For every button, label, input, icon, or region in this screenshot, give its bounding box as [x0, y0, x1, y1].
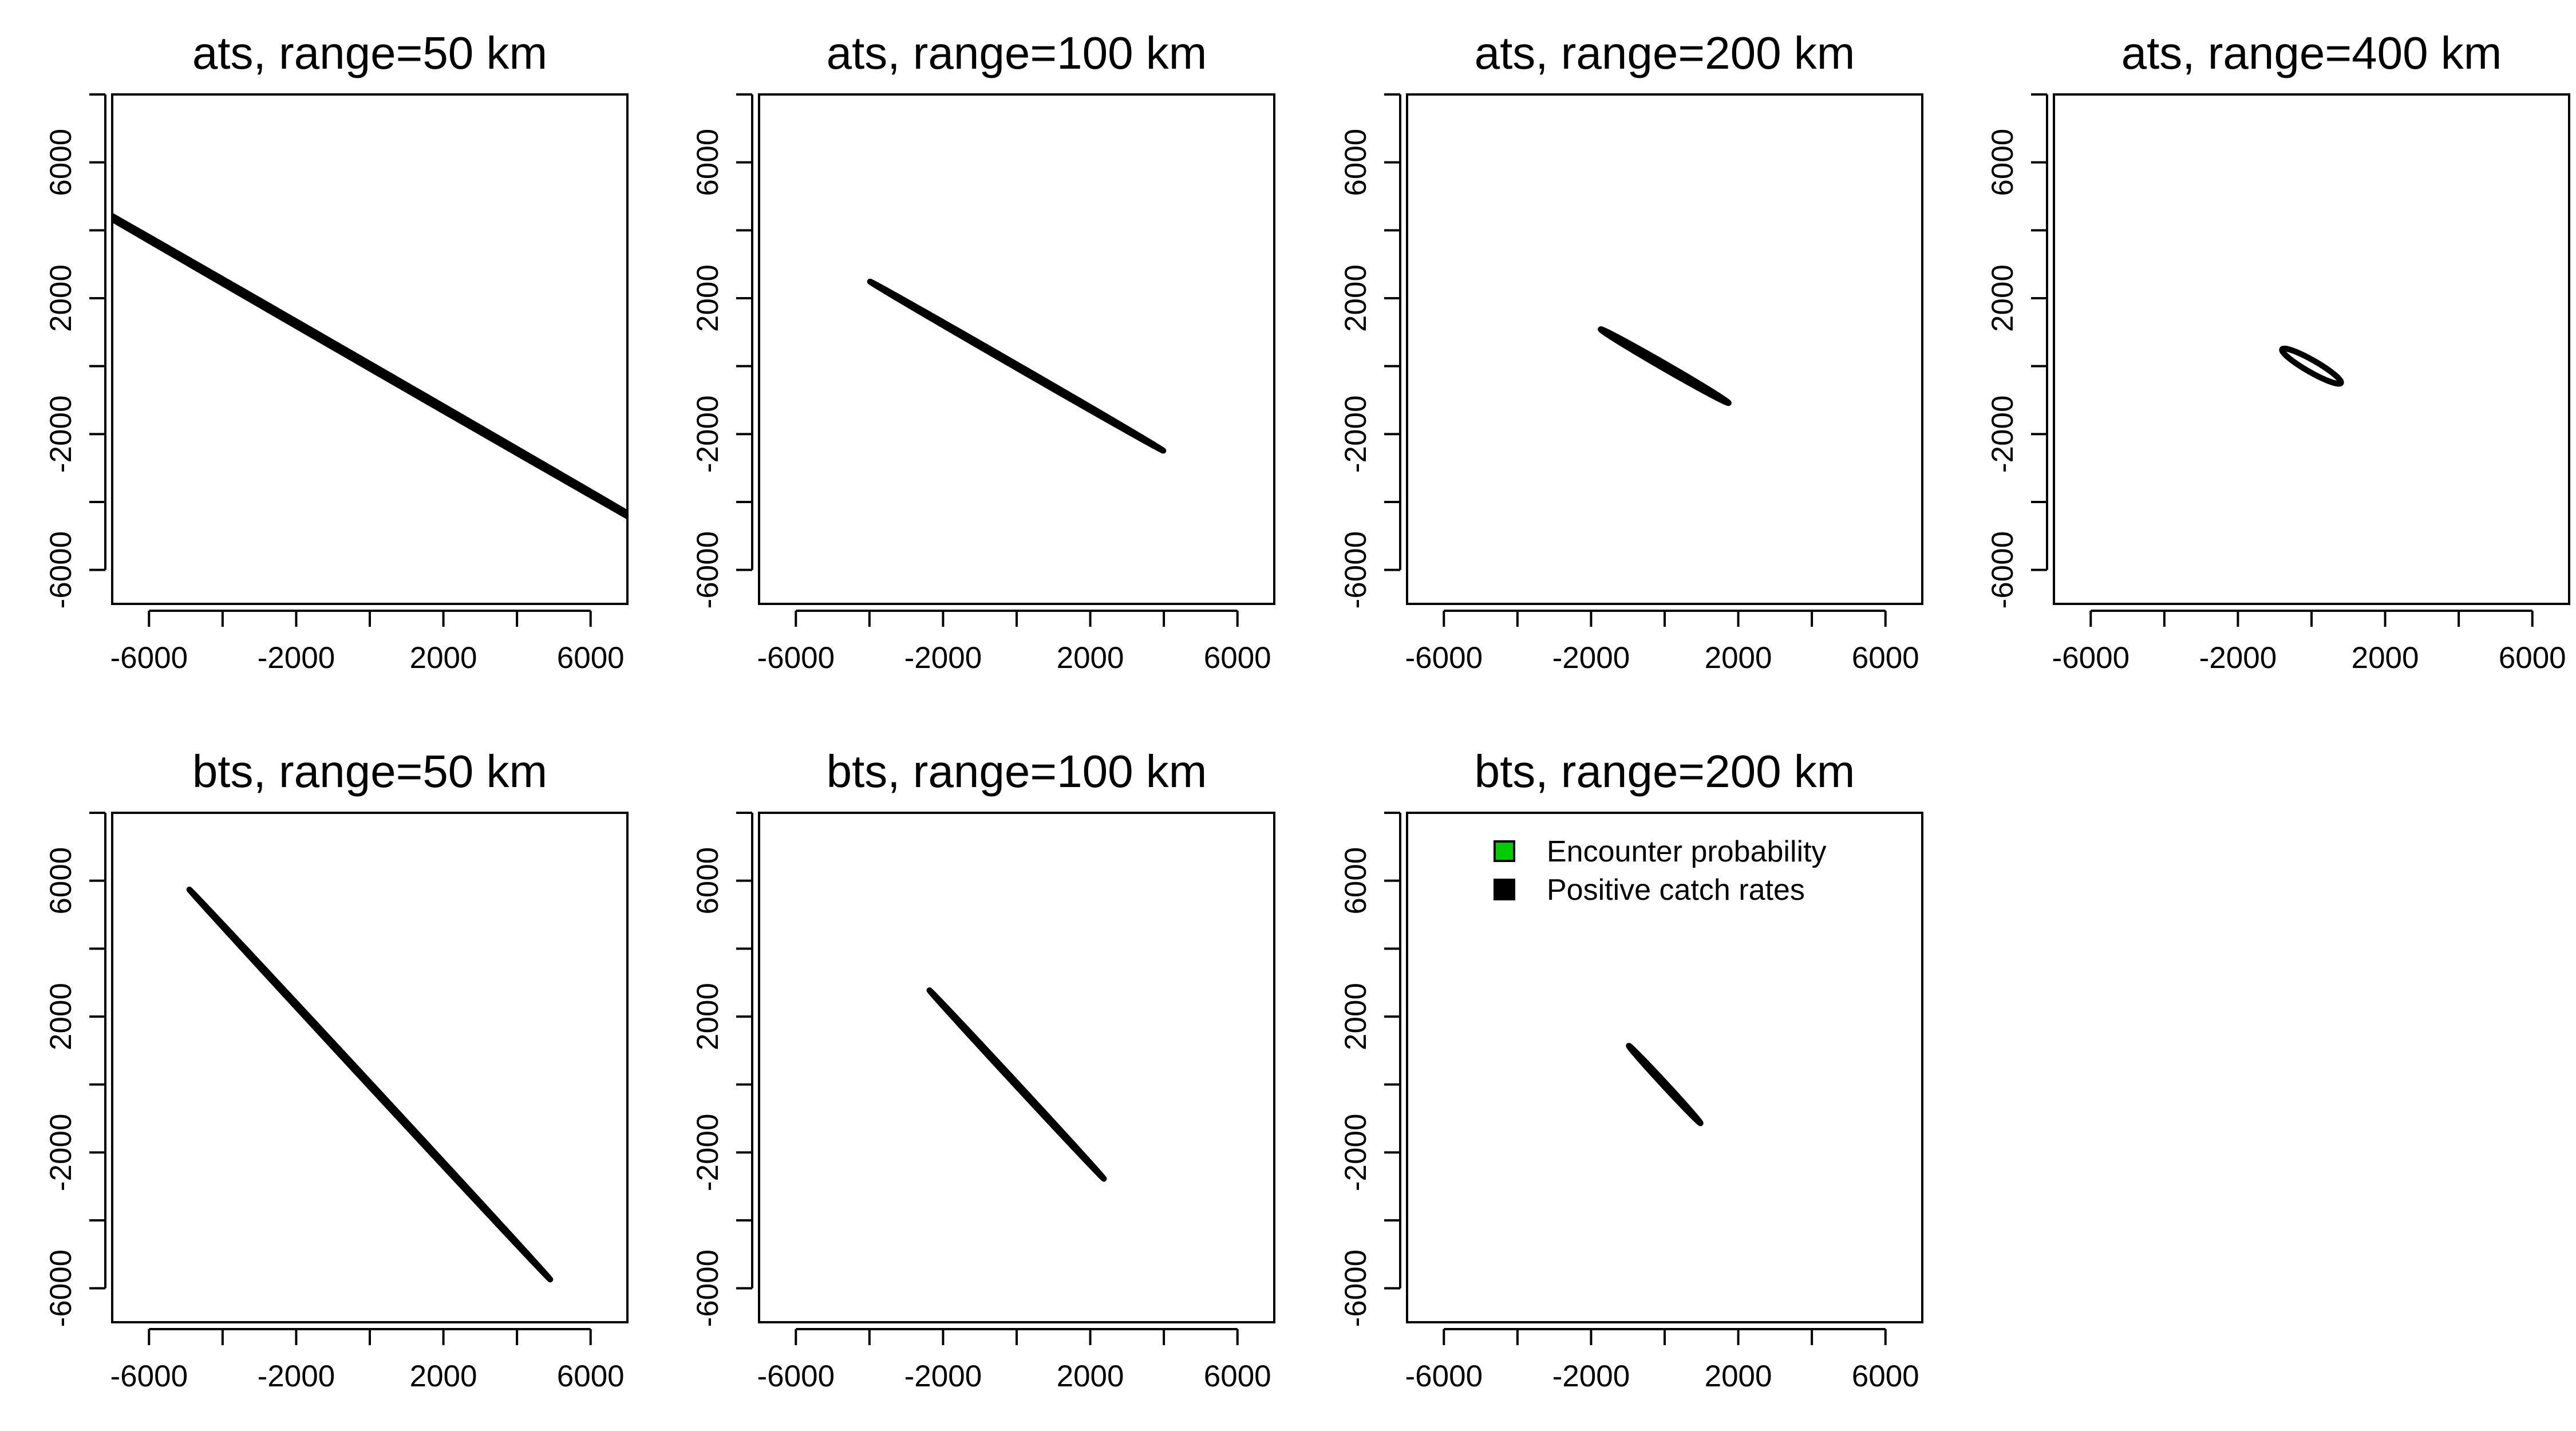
plot-area	[867, 278, 1167, 454]
x-tick-label: -6000	[757, 641, 835, 675]
positive-catch-rates-ellipse	[112, 212, 627, 520]
positive-catch-rates-ellipse	[926, 987, 1107, 1182]
chart-panel: bts, range=200 km -6000 -2000 2000 6000 -6000…	[1339, 746, 1923, 1393]
positive-catch-rates-ellipse	[1598, 326, 1732, 406]
panel-title: bts, range=50 km	[192, 746, 547, 797]
plot-frame	[111, 93, 629, 605]
encounter-probability-ellipse	[2279, 345, 2344, 387]
plot-area	[2279, 345, 2344, 387]
panel-title: ats, range=200 km	[1475, 27, 1855, 78]
chart-panel: ats, range=50 km -6000 -2000 2000 6000 -6000 -…	[44, 27, 629, 675]
y-tick-label: -2000	[691, 396, 725, 473]
plot-frame	[111, 812, 629, 1323]
x-tick-label: 2000	[1057, 1359, 1124, 1393]
x-tick-label: 2000	[1057, 641, 1124, 675]
chart-panel: bts, range=100 km -6000 -2000 2000 6000 -6000…	[691, 746, 1275, 1393]
x-tick-label: -2000	[2199, 641, 2277, 675]
x-tick-label: 6000	[1204, 1359, 1271, 1393]
plot-area	[1598, 326, 1732, 406]
y-tick-label: -6000	[691, 1250, 725, 1327]
y-tick-label: 2000	[44, 264, 78, 332]
legend-swatch	[1494, 840, 1515, 862]
panel-title: ats, range=50 km	[192, 27, 547, 78]
x-tick-label: -6000	[110, 641, 188, 675]
y-tick-label: 6000	[1339, 129, 1373, 196]
x-tick-label: 2000	[410, 641, 477, 675]
y-tick-label: 2000	[1339, 264, 1373, 332]
x-tick-label: -6000	[2052, 641, 2130, 675]
x-tick-label: 2000	[410, 1359, 477, 1393]
y-tick-label: -6000	[1339, 1250, 1373, 1327]
y-tick-label: -2000	[1986, 396, 2020, 473]
x-tick-label: 6000	[557, 1359, 625, 1393]
x-tick-label: -6000	[1405, 641, 1483, 675]
chart-panel: ats, range=400 km -6000 -2000 2000 6000 -6000…	[1986, 27, 2570, 675]
x-tick-label: 6000	[1204, 641, 1271, 675]
y-tick-label: -6000	[1339, 531, 1373, 609]
y-tick-label: 6000	[44, 129, 78, 196]
x-tick-label: 2000	[1705, 1359, 1772, 1393]
plot-frame	[758, 93, 1275, 605]
chart-panel: bts, range=50 km -6000 -2000 2000 6000 -6000 -…	[44, 746, 629, 1393]
y-tick-label: -6000	[44, 531, 78, 609]
panel-title: bts, range=100 km	[827, 746, 1207, 797]
legend: Encounter probability Positive catch rate…	[1494, 835, 1827, 907]
y-tick-label: -6000	[691, 531, 725, 609]
plot-area	[186, 887, 554, 1283]
x-tick-label: 2000	[1705, 641, 1772, 675]
plot-frame	[1406, 812, 1923, 1323]
plot-area	[926, 987, 1107, 1182]
panel-title: ats, range=400 km	[2121, 27, 2502, 78]
legend-swatch	[1494, 879, 1515, 900]
positive-catch-rates-ellipse	[2279, 345, 2344, 387]
y-tick-label: 2000	[1339, 983, 1373, 1050]
y-tick-label: 6000	[691, 847, 725, 915]
chart-panel: ats, range=200 km -6000 -2000 2000 6000 -6000…	[1339, 27, 1923, 675]
chart-panel: ats, range=100 km -6000 -2000 2000 6000 -6000…	[691, 27, 1275, 675]
x-tick-label: -2000	[1552, 641, 1630, 675]
y-tick-label: 6000	[691, 129, 725, 196]
positive-catch-rates-ellipse	[1626, 1042, 1704, 1126]
legend-label: Positive catch rates	[1547, 873, 1805, 907]
panel-title: ats, range=100 km	[827, 27, 1207, 78]
positive-catch-rates-ellipse	[186, 887, 554, 1283]
positive-catch-rates-ellipse	[867, 278, 1167, 454]
panel-title: bts, range=200 km	[1475, 746, 1855, 797]
y-tick-label: 2000	[1986, 264, 2020, 332]
y-tick-label: 2000	[691, 264, 725, 332]
x-tick-label: 6000	[557, 641, 625, 675]
x-tick-label: -6000	[1405, 1359, 1483, 1393]
plot-frame	[758, 812, 1275, 1323]
x-tick-label: 6000	[1852, 641, 1919, 675]
x-tick-label: -6000	[110, 1359, 188, 1393]
plot-frame	[1406, 93, 1923, 605]
legend-label: Encounter probability	[1547, 835, 1827, 868]
y-tick-label: -2000	[691, 1114, 725, 1192]
y-tick-label: -2000	[44, 1114, 78, 1192]
y-tick-label: 6000	[44, 847, 78, 915]
x-tick-label: -2000	[904, 1359, 982, 1393]
plot-area	[112, 212, 627, 520]
y-tick-label: 6000	[1339, 847, 1373, 915]
y-tick-label: 2000	[691, 983, 725, 1050]
x-tick-label: -2000	[1552, 1359, 1630, 1393]
y-tick-label: -2000	[44, 396, 78, 473]
x-tick-label: -2000	[258, 1359, 335, 1393]
x-tick-label: 6000	[1852, 1359, 1919, 1393]
x-tick-label: -2000	[258, 641, 335, 675]
y-tick-label: -6000	[44, 1250, 78, 1327]
plot-area	[1626, 1042, 1704, 1126]
x-tick-label: -2000	[904, 641, 982, 675]
plot-frame	[2053, 93, 2570, 605]
y-tick-label: -6000	[1986, 531, 2020, 609]
y-tick-label: -2000	[1339, 396, 1373, 473]
x-tick-label: 6000	[2499, 641, 2566, 675]
y-tick-label: 6000	[1986, 129, 2020, 196]
y-tick-label: -2000	[1339, 1114, 1373, 1192]
y-tick-label: 2000	[44, 983, 78, 1050]
x-tick-label: -6000	[757, 1359, 835, 1393]
x-tick-label: 2000	[2352, 641, 2419, 675]
